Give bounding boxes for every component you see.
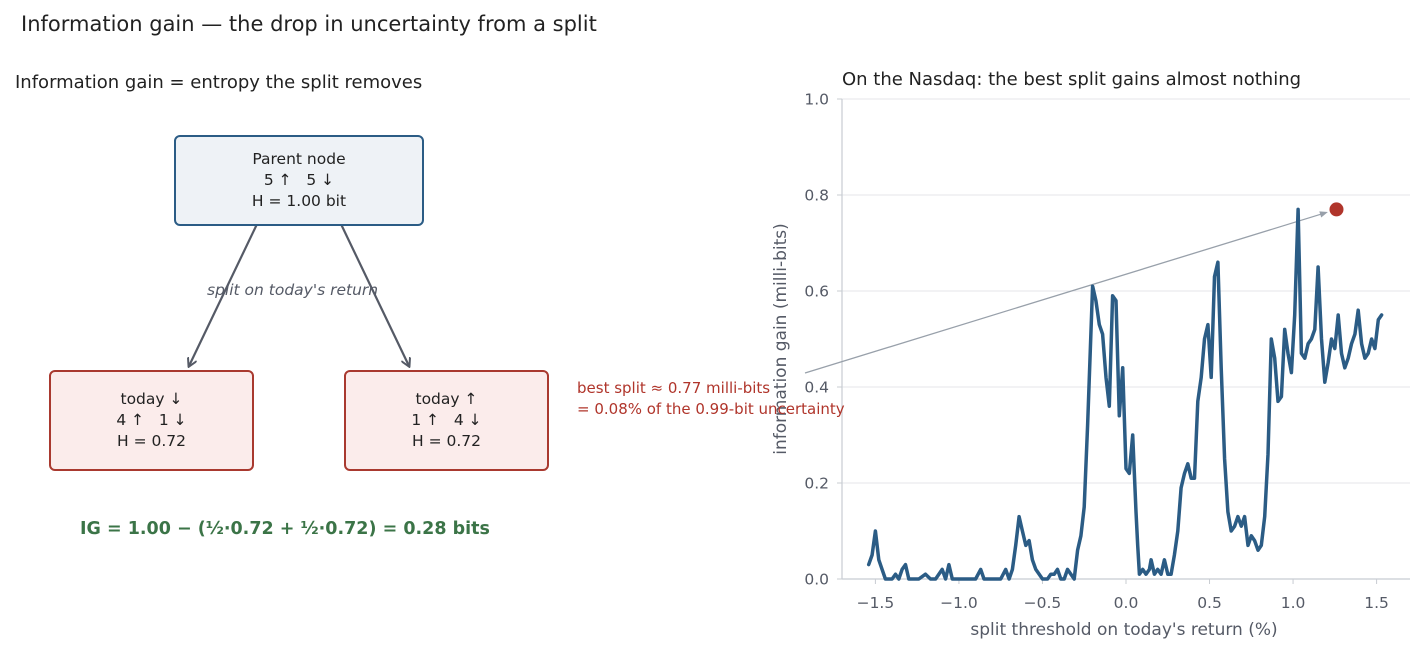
annotation-arrow [804,213,1323,374]
annotation-arrowhead [1319,211,1328,218]
left-child-node: today ↓ 4 ↑ 1 ↓ H = 0.72 [49,370,254,471]
x-axis-label: split threshold on today's return (%) [970,620,1277,640]
right-child-entropy: H = 0.72 [411,432,481,450]
parent-node: Parent node 5 ↑ 5 ↓ H = 1.00 bit [174,135,424,226]
left-child-label: today ↓ [120,390,183,408]
chart-title: On the Nasdaq: the best split gains almo… [842,69,1302,90]
x-tick-label: 1.0 [1281,594,1306,612]
split-label: split on today's return [207,281,379,299]
y-tick-label: 0.8 [804,187,829,205]
y-tick-label: 0.0 [804,571,829,589]
x-tick-label: −0.5 [1024,594,1062,612]
y-tick-label: 1.0 [804,91,829,109]
right-child-counts: 1 ↑ 4 ↓ [411,411,482,429]
arrow-to-left-child [189,221,259,366]
right-child-node: today ↑ 1 ↑ 4 ↓ H = 0.72 [344,370,549,471]
right-child-label: today ↑ [415,390,478,408]
y-tick-label: 0.4 [804,379,829,397]
chart-axes [841,99,1410,580]
arrow-to-right-child [339,221,409,366]
x-tick-label: 0.5 [1197,594,1222,612]
y-tick-label: 0.2 [804,475,829,493]
information-gain-formula: IG = 1.00 − (½·0.72 + ½·0.72) = 0.28 bit… [80,519,490,539]
y-axis-label: information gain (milli-bits) [771,223,791,455]
information-gain-line [866,207,1384,581]
y-tick-label: 0.6 [804,283,829,301]
left-child-entropy: H = 0.72 [116,432,186,450]
x-tick-label: 1.5 [1364,594,1389,612]
best-split-annotation: best split ≈ 0.77 milli-bits = 0.08% of … [577,379,845,418]
chart-ticks: 0.0 0.2 0.4 0.6 0.8 1.0 −1.5 −1.0 −0.5 0.0 0.5 1.0 1… [804,91,1389,613]
left-panel-title: Information gain = entropy the split rem… [15,72,423,93]
best-split-marker [1329,202,1344,217]
x-tick-label: 0.0 [1114,594,1139,612]
left-child-counts: 4 ↑ 1 ↓ [116,411,187,429]
parent-node-entropy: H = 1.00 bit [251,192,347,210]
parent-node-counts: 5 ↑ 5 ↓ [263,171,335,189]
x-tick-label: −1.5 [857,594,895,612]
parent-node-label: Parent node [252,150,346,168]
figure-title: Information gain — the drop in uncertain… [21,12,597,36]
x-tick-label: −1.0 [940,594,978,612]
chart-series [866,202,1384,581]
